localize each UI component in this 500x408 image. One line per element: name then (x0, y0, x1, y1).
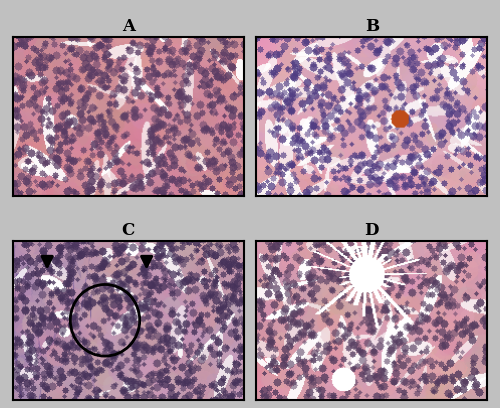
Text: A: A (122, 18, 134, 35)
Text: D: D (364, 222, 379, 239)
Text: B: B (365, 18, 379, 35)
Text: C: C (122, 222, 135, 239)
